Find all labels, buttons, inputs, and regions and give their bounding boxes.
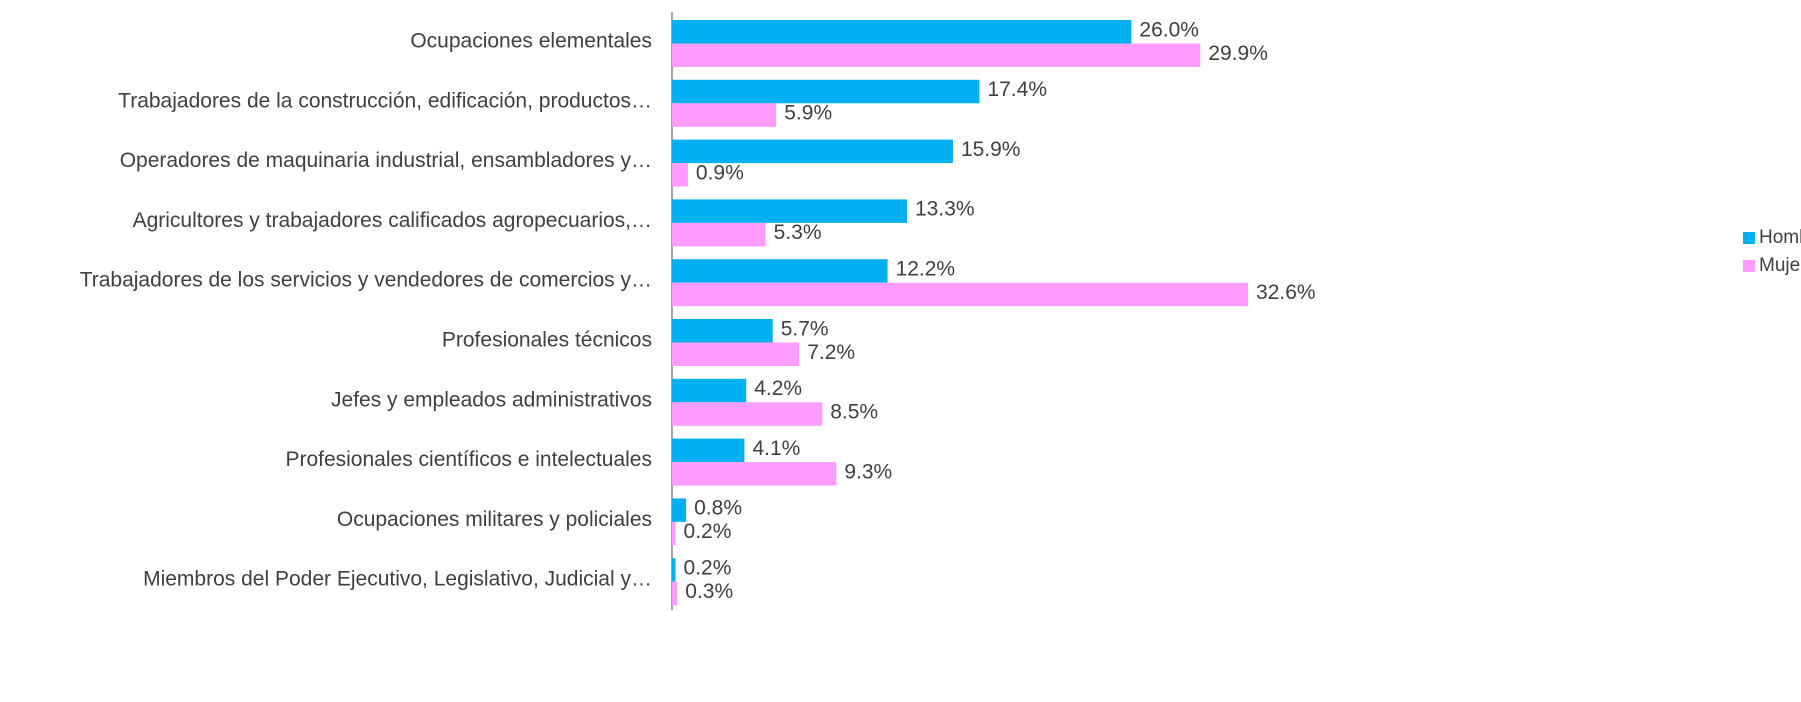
bar — [672, 103, 777, 127]
value-label: 12.2% — [896, 257, 956, 280]
bar — [672, 79, 980, 104]
bar — [672, 438, 745, 463]
value-label: 0.2% — [684, 556, 732, 579]
bar — [672, 581, 678, 606]
value-label: 0.9% — [696, 161, 744, 184]
category-label: Agricultores y trabajadores calificados … — [133, 209, 652, 232]
bar — [672, 259, 888, 283]
value-label: 0.2% — [684, 520, 732, 543]
legend-swatch — [1743, 260, 1755, 272]
bar — [672, 521, 676, 546]
legend-swatch — [1743, 232, 1755, 244]
bar — [672, 139, 953, 164]
bar — [672, 163, 688, 187]
value-label: 29.9% — [1208, 42, 1268, 65]
value-label: 7.2% — [807, 341, 855, 364]
bar — [672, 558, 676, 582]
value-label: 9.3% — [844, 460, 892, 483]
category-label: Profesionales técnicos — [442, 329, 652, 352]
category-label: Miembros del Poder Ejecutivo, Legislativ… — [143, 568, 652, 591]
category-label: Trabajadores de los servicios y vendedor… — [80, 269, 652, 292]
value-label: 5.7% — [781, 317, 829, 340]
category-label: Jefes y empleados administrativos — [331, 388, 652, 411]
bar — [672, 319, 773, 343]
value-label: 32.6% — [1256, 281, 1316, 304]
bar — [672, 222, 766, 247]
bar — [672, 20, 1132, 44]
value-label: 5.9% — [784, 102, 832, 125]
legend-label: Mujer — [1759, 255, 1801, 276]
bar — [672, 402, 823, 426]
category-label: Ocupaciones militares y policiales — [337, 508, 652, 531]
category-label: Profesionales científicos e intelectuale… — [285, 448, 652, 471]
value-label: 13.3% — [915, 198, 975, 221]
bar — [672, 378, 747, 403]
legend-label: Hombre — [1759, 227, 1801, 248]
bar — [672, 43, 1201, 67]
value-label: 15.9% — [961, 138, 1021, 161]
value-label: 5.3% — [774, 221, 822, 244]
value-label: 8.5% — [830, 401, 878, 424]
value-label: 0.3% — [685, 580, 733, 603]
bar — [672, 498, 687, 522]
value-label: 26.0% — [1139, 18, 1199, 41]
category-label: Operadores de maquinaria industrial, ens… — [120, 149, 652, 172]
category-label: Trabajadores de la construcción, edifica… — [118, 89, 652, 112]
bar — [672, 199, 908, 223]
bar — [672, 342, 800, 366]
value-label: 4.2% — [754, 377, 802, 400]
value-label: 17.4% — [987, 78, 1047, 101]
value-label: 0.8% — [694, 497, 742, 520]
category-label: Ocupaciones elementales — [410, 30, 652, 53]
value-label: 4.1% — [752, 437, 800, 460]
bar — [672, 282, 1249, 307]
bar — [672, 462, 837, 486]
